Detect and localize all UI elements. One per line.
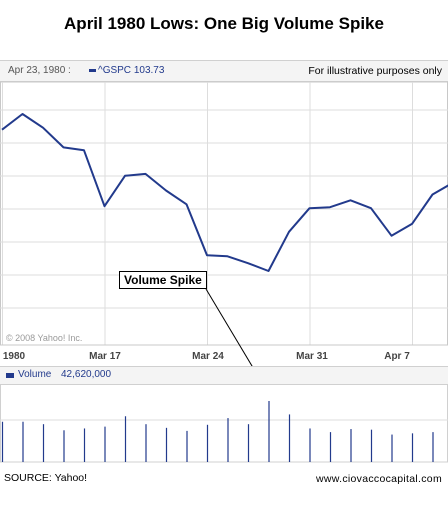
website-text: www.ciovaccocapital.com	[316, 473, 442, 485]
volume-label: Volume	[18, 369, 52, 380]
volume-header: Volume 42,620,000	[0, 366, 448, 385]
copyright-text: © 2008 Yahoo! Inc.	[6, 333, 83, 343]
x-tick-label-3: Mar 31	[296, 351, 328, 362]
ticker-value: 103.73	[133, 65, 165, 76]
volume-frame	[0, 383, 448, 463]
volume-swatch-icon	[6, 373, 14, 378]
series-swatch-icon	[89, 68, 96, 72]
x-tick-label-0: 1980	[3, 351, 26, 362]
date-label: Apr 23, 1980 :	[8, 65, 71, 76]
chart-title: April 1980 Lows: One Big Volume Spike	[64, 14, 384, 33]
ticker-symbol: ^GSPC	[98, 65, 132, 76]
volume-value: 42,620,000	[61, 369, 112, 380]
callout-pointer-line	[205, 288, 259, 377]
x-tick-label-1: Mar 17	[89, 351, 121, 362]
ticker-label: ^GSPC 103.73	[89, 65, 164, 76]
x-tick-label-4: Apr 7	[384, 351, 410, 362]
price-line	[1, 113, 448, 272]
source-text: SOURCE: Yahoo!	[4, 472, 88, 484]
illustrative-note: For illustrative purposes only	[308, 65, 442, 77]
volume-spike-callout: Volume Spike	[119, 271, 207, 289]
x-tick-label-2: Mar 24	[192, 351, 224, 362]
plot-frame	[0, 81, 448, 346]
